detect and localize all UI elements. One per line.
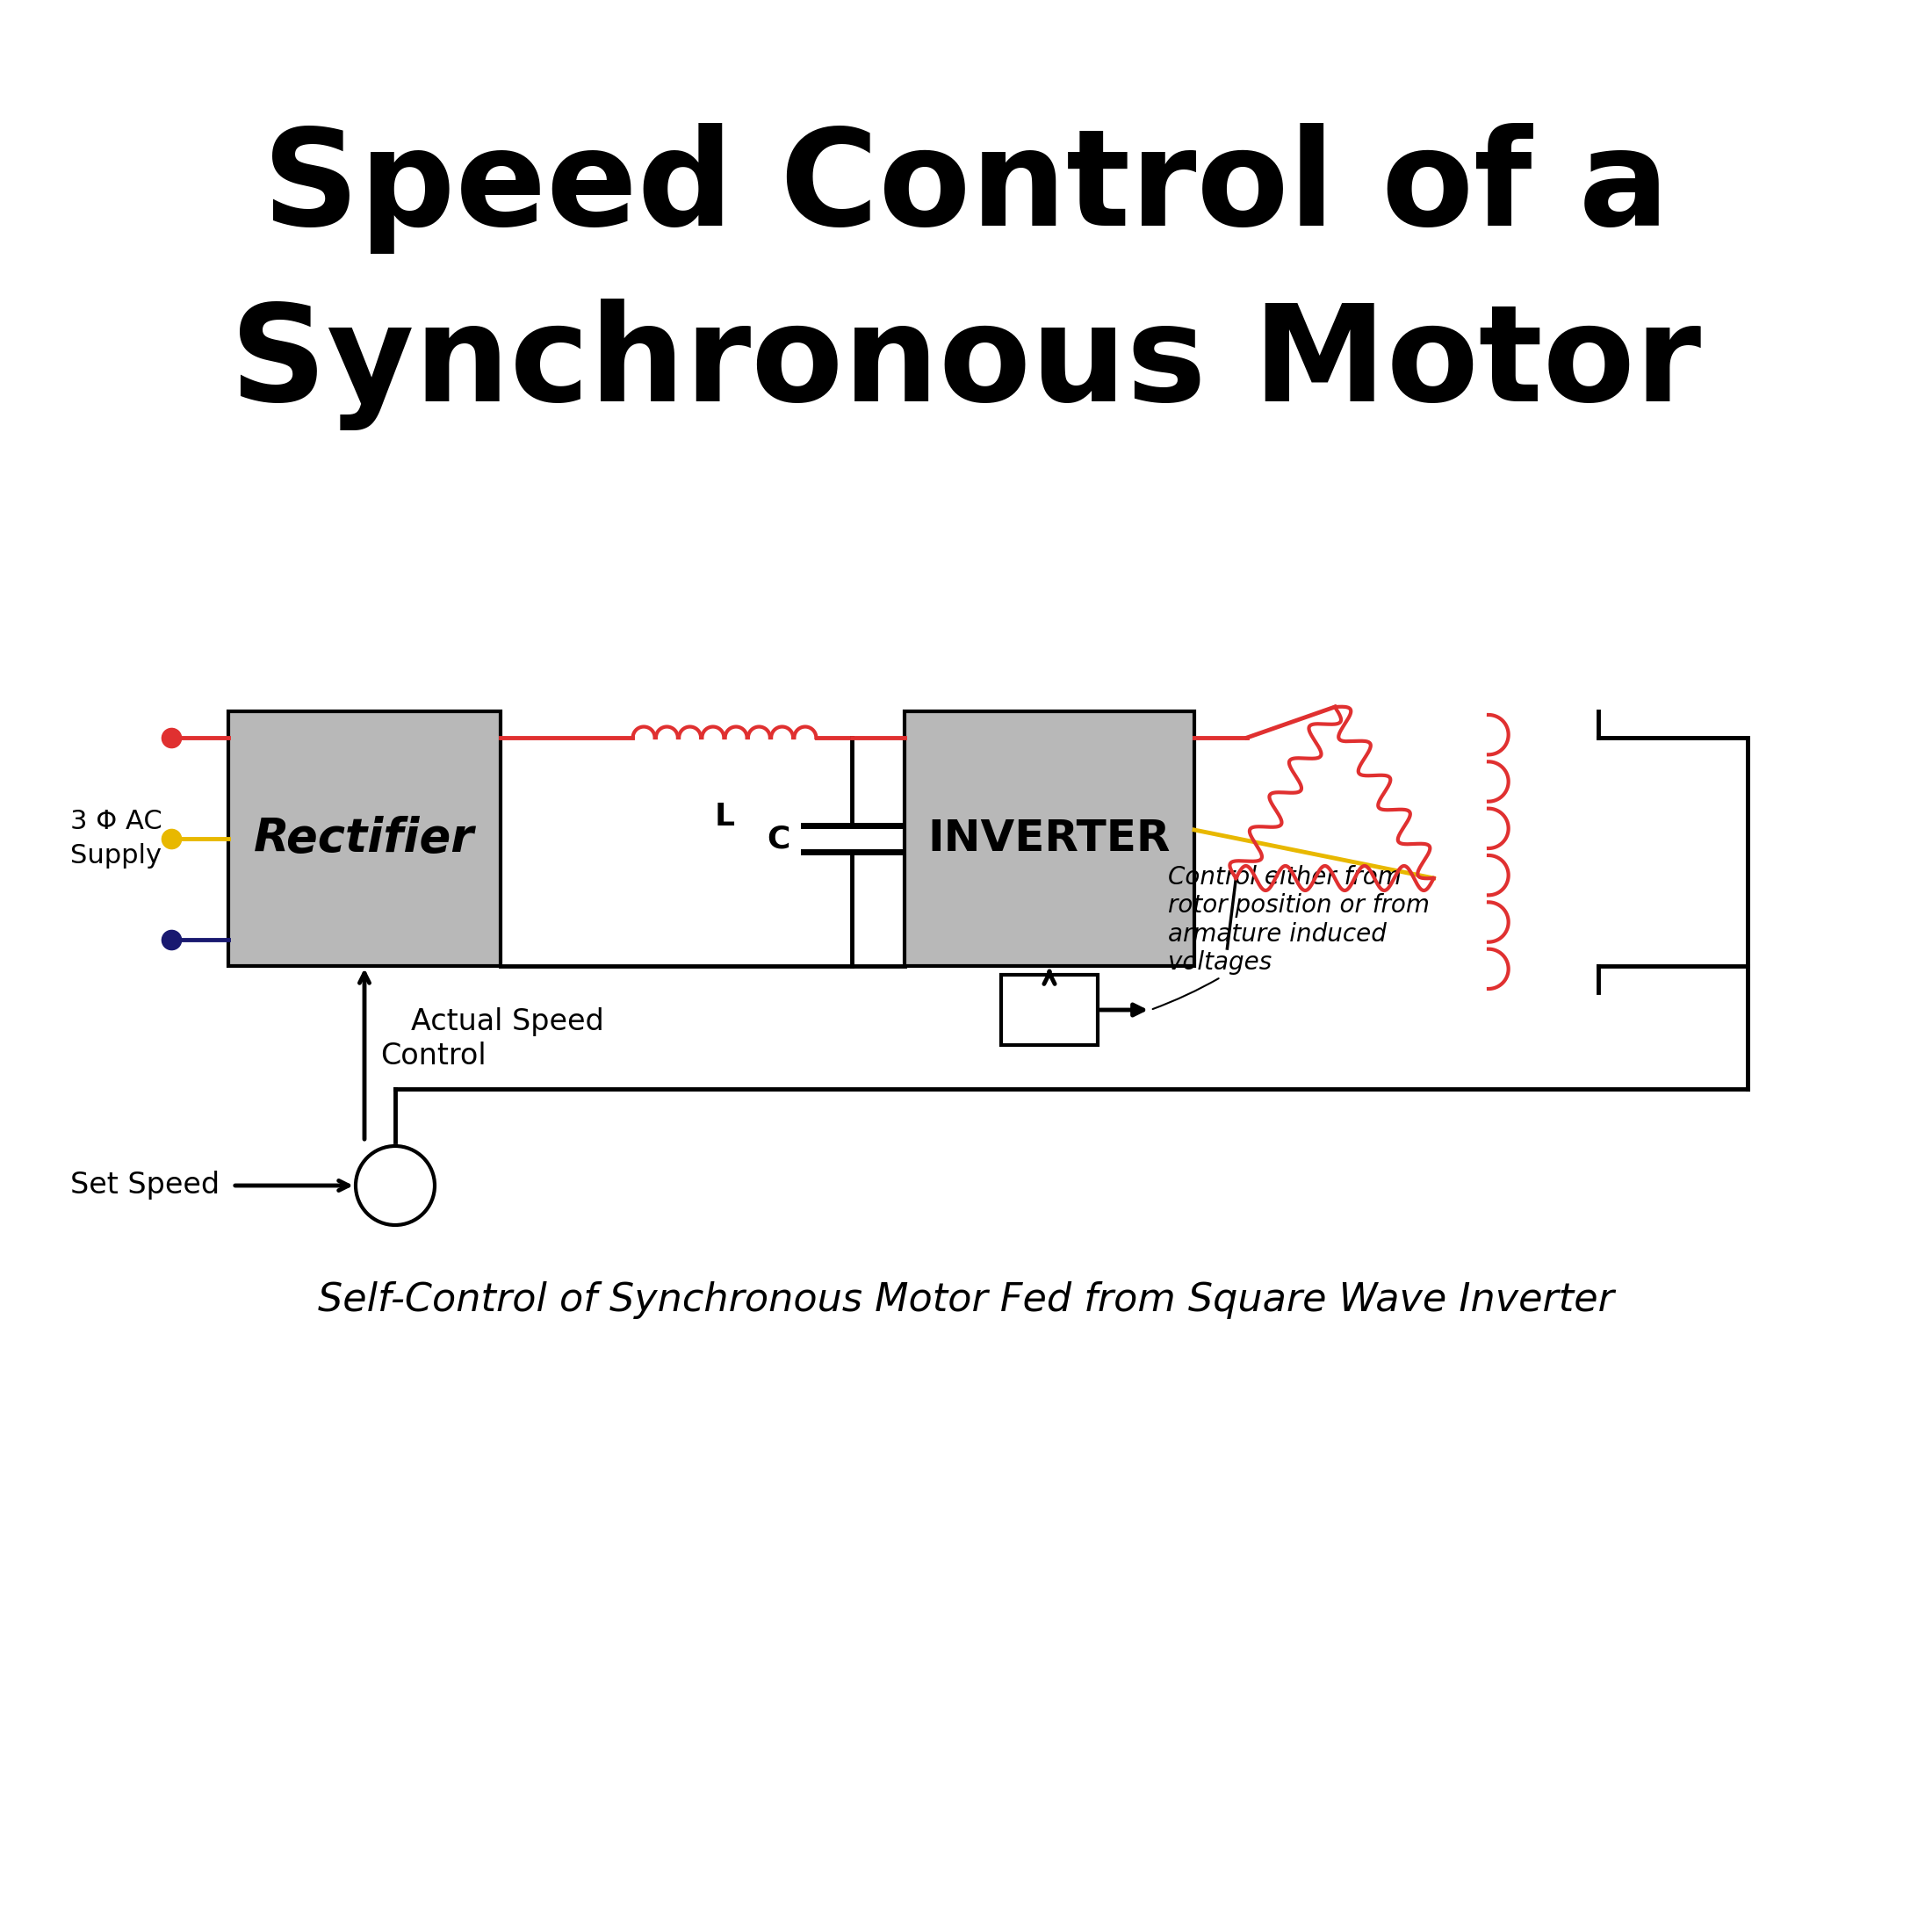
Circle shape	[355, 1146, 435, 1225]
Text: Control either from
rotor position or from
armature induced
voltages: Control either from rotor position or fr…	[1153, 866, 1430, 1009]
Text: Actual Speed: Actual Speed	[412, 1007, 605, 1036]
Text: Speed Control of a: Speed Control of a	[263, 124, 1669, 253]
Text: L: L	[715, 802, 734, 831]
Text: C: C	[767, 823, 790, 854]
Bar	[1001, 976, 1097, 1045]
Text: INVERTER: INVERTER	[927, 817, 1171, 860]
Text: Set Speed: Set Speed	[70, 1171, 220, 1200]
Text: Control: Control	[381, 1041, 487, 1070]
Text: Self-Control of Synchronous Motor Fed from Square Wave Inverter: Self-Control of Synchronous Motor Fed fr…	[319, 1281, 1613, 1318]
Text: Synchronous Motor: Synchronous Motor	[230, 299, 1702, 431]
Bar	[228, 711, 500, 966]
Text: Rectifier: Rectifier	[255, 815, 475, 862]
Text: 3 Φ AC
Supply: 3 Φ AC Supply	[70, 810, 162, 867]
Bar	[904, 711, 1194, 966]
